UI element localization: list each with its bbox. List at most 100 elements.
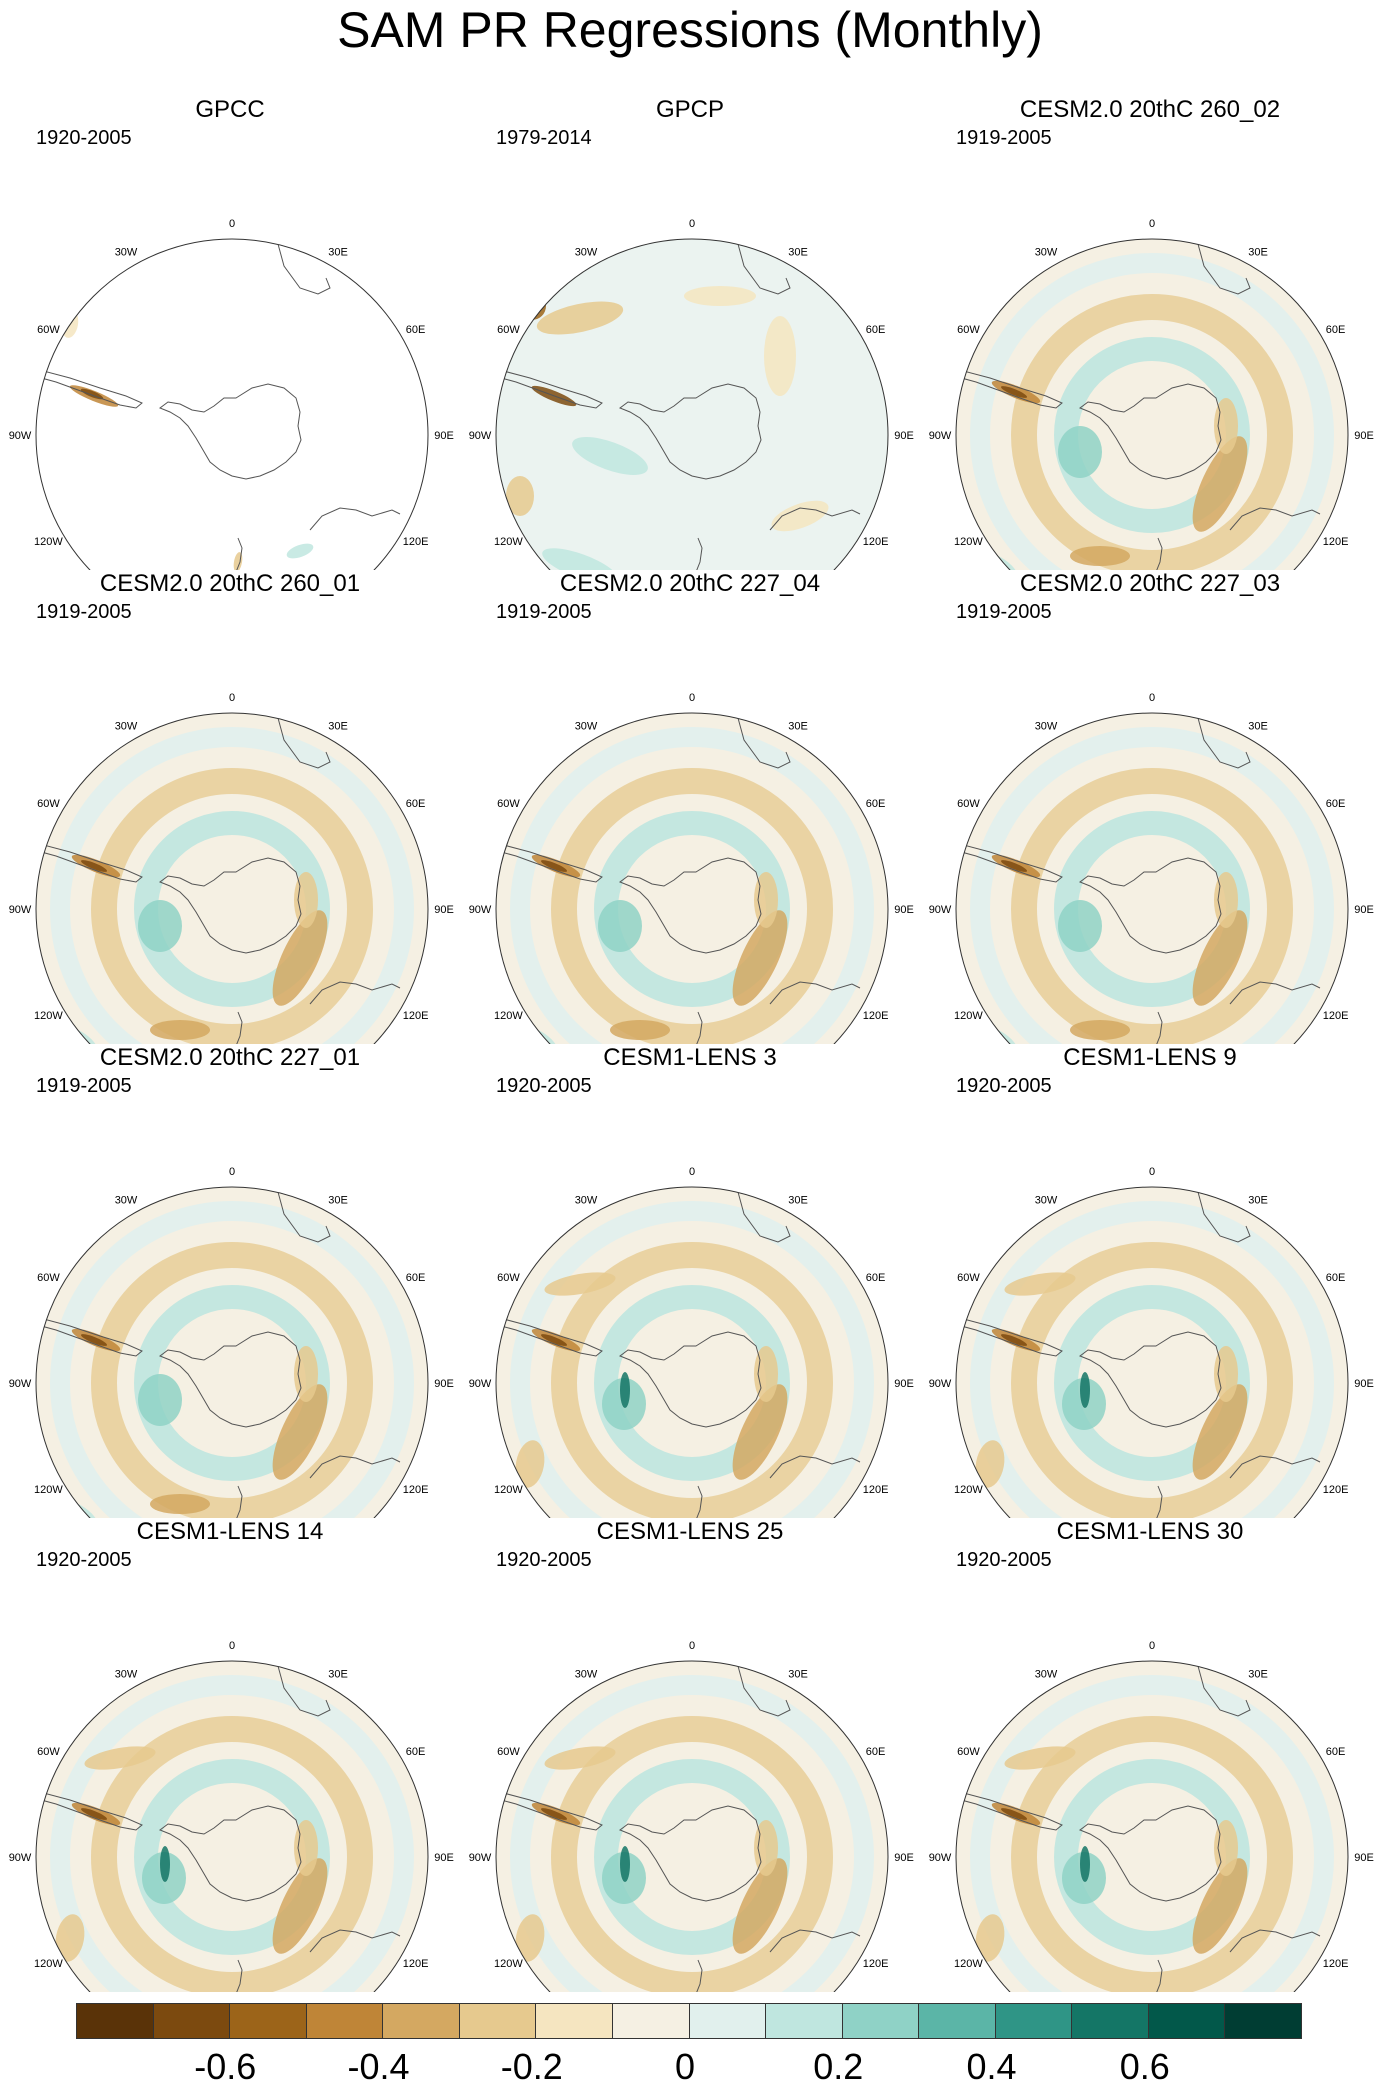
panel-title: CESM2.0 20thC 260_01	[99, 570, 361, 597]
longitude-label: 30W	[1035, 246, 1058, 258]
panel-years: 1919-2005	[36, 1075, 132, 1097]
longitude-label: 120W	[34, 536, 63, 548]
longitude-label: 120E	[863, 1010, 889, 1022]
map-boundary	[955, 1186, 1349, 1518]
longitude-label: 60W	[497, 798, 520, 810]
longitude-label: 90E	[434, 1378, 454, 1390]
longitude-label: 0	[689, 692, 695, 704]
panel-years: 1920-2005	[496, 1075, 592, 1097]
regression-field	[36, 713, 428, 1044]
panel-title: CESM1-LENS 3	[603, 1044, 777, 1071]
map-panel: 030E60E90E120E150E180150W120W90W60W30WGP…	[460, 96, 920, 570]
longitude-label: 120E	[863, 536, 889, 548]
colorbar	[76, 2003, 1302, 2039]
longitude-label: 120W	[494, 1958, 523, 1970]
regression-field	[956, 1661, 1348, 1992]
longitude-label: 30W	[575, 1668, 598, 1680]
longitude-label: 120E	[863, 1484, 889, 1496]
polar-map: 030E60E90E120E150E180150W120W90W60W30W	[929, 692, 1374, 1044]
coastlines	[36, 1191, 401, 1518]
regression-field	[956, 1187, 1348, 1518]
longitude-label: 0	[229, 1166, 235, 1178]
longitude-label: 90W	[469, 1852, 492, 1864]
coastlines	[36, 243, 401, 570]
colorbar-label: -0.4	[347, 2046, 410, 2087]
longitude-label: 90E	[434, 430, 454, 442]
longitude-label: 30E	[1248, 1668, 1268, 1680]
longitude-label: 30W	[115, 246, 138, 258]
panel-title: CESM1-LENS 14	[136, 1518, 324, 1545]
panel-years: 1919-2005	[956, 127, 1052, 149]
map-boundary	[495, 238, 889, 570]
longitude-label: 60W	[957, 798, 980, 810]
longitude-label: 30E	[788, 720, 808, 732]
panel-years: 1919-2005	[496, 601, 592, 623]
longitude-label: 120W	[494, 536, 523, 548]
regression-field	[496, 239, 888, 570]
polar-map: 030E60E90E120E150E180150W120W90W60W30W	[9, 692, 454, 1044]
map-panel: 030E60E90E120E150E180150W120W90W60W30WCE…	[460, 1518, 920, 1992]
panel-title: CESM2.0 20thC 227_04	[559, 570, 821, 597]
longitude-label: 90E	[894, 1852, 914, 1864]
coastlines	[956, 1665, 1321, 1992]
coastlines	[496, 243, 861, 570]
longitude-label: 60E	[1326, 324, 1346, 336]
longitude-label: 90W	[9, 430, 32, 442]
panel-title: GPCP	[655, 96, 724, 123]
regression-field	[956, 239, 1348, 570]
longitude-label: 120E	[403, 1958, 429, 1970]
longitude-label: 90E	[1354, 430, 1374, 442]
longitude-label: 90W	[469, 430, 492, 442]
colorbar-label: -0.2	[500, 2046, 563, 2087]
longitude-label: 90W	[929, 904, 952, 916]
longitude-label: 120W	[494, 1010, 523, 1022]
longitude-label: 120W	[954, 536, 983, 548]
longitude-label: 90W	[9, 1852, 32, 1864]
longitude-label: 30E	[1248, 720, 1268, 732]
longitude-label: 0	[689, 218, 695, 230]
regression-field	[956, 713, 1348, 1044]
longitude-label: 30E	[1248, 1194, 1268, 1206]
longitude-label: 30E	[328, 1194, 348, 1206]
polar-map: 030E60E90E120E150E180150W120W90W60W30W	[469, 692, 914, 1044]
longitude-label: 30E	[788, 1668, 808, 1680]
longitude-label: 120W	[34, 1958, 63, 1970]
longitude-label: 30E	[788, 246, 808, 258]
longitude-label: 60W	[37, 798, 60, 810]
longitude-label: 90W	[929, 1378, 952, 1390]
longitude-label: 60E	[406, 324, 426, 336]
panel-years: 1920-2005	[956, 1549, 1052, 1571]
regression-field	[36, 1187, 428, 1518]
longitude-label: 90W	[469, 904, 492, 916]
longitude-label: 120E	[1323, 536, 1349, 548]
colorbar-swatch	[612, 2004, 690, 2038]
panel-title: GPCC	[195, 96, 265, 123]
longitude-label: 90W	[9, 904, 32, 916]
longitude-label: 90W	[929, 1852, 952, 1864]
map-panel: 030E60E90E120E150E180150W120W90W60W30WCE…	[920, 570, 1380, 1044]
polar-map: 030E60E90E120E150E180150W120W90W60W30W	[929, 218, 1374, 570]
map-boundary	[35, 1660, 429, 1992]
colorbar-swatch	[995, 2004, 1073, 2038]
colorbar-swatch	[536, 2004, 613, 2038]
longitude-label: 120W	[954, 1010, 983, 1022]
colorbar-swatch	[459, 2004, 537, 2038]
longitude-label: 60W	[37, 1272, 60, 1284]
map-panel: 030E60E90E120E150E180150W120W90W60W30WCE…	[920, 96, 1380, 570]
colorbar-swatch	[306, 2004, 384, 2038]
longitude-label: 60E	[866, 324, 886, 336]
longitude-label: 0	[1149, 1166, 1155, 1178]
longitude-label: 90E	[1354, 1852, 1374, 1864]
map-boundary	[495, 1186, 889, 1518]
longitude-label: 30W	[115, 1668, 138, 1680]
main-title: SAM PR Regressions (Monthly)	[337, 2, 1043, 58]
regression-field	[496, 1187, 888, 1518]
regression-field	[496, 1661, 888, 1992]
colorbar-swatch	[383, 2004, 460, 2038]
polar-map: 030E60E90E120E150E180150W120W90W60W30W	[9, 218, 454, 570]
coastlines	[496, 1191, 861, 1518]
longitude-label: 60E	[406, 1746, 426, 1758]
panel-years: 1979-2014	[496, 127, 592, 149]
coastlines	[496, 717, 861, 1044]
panel-title: CESM1-LENS 30	[1056, 1518, 1244, 1545]
